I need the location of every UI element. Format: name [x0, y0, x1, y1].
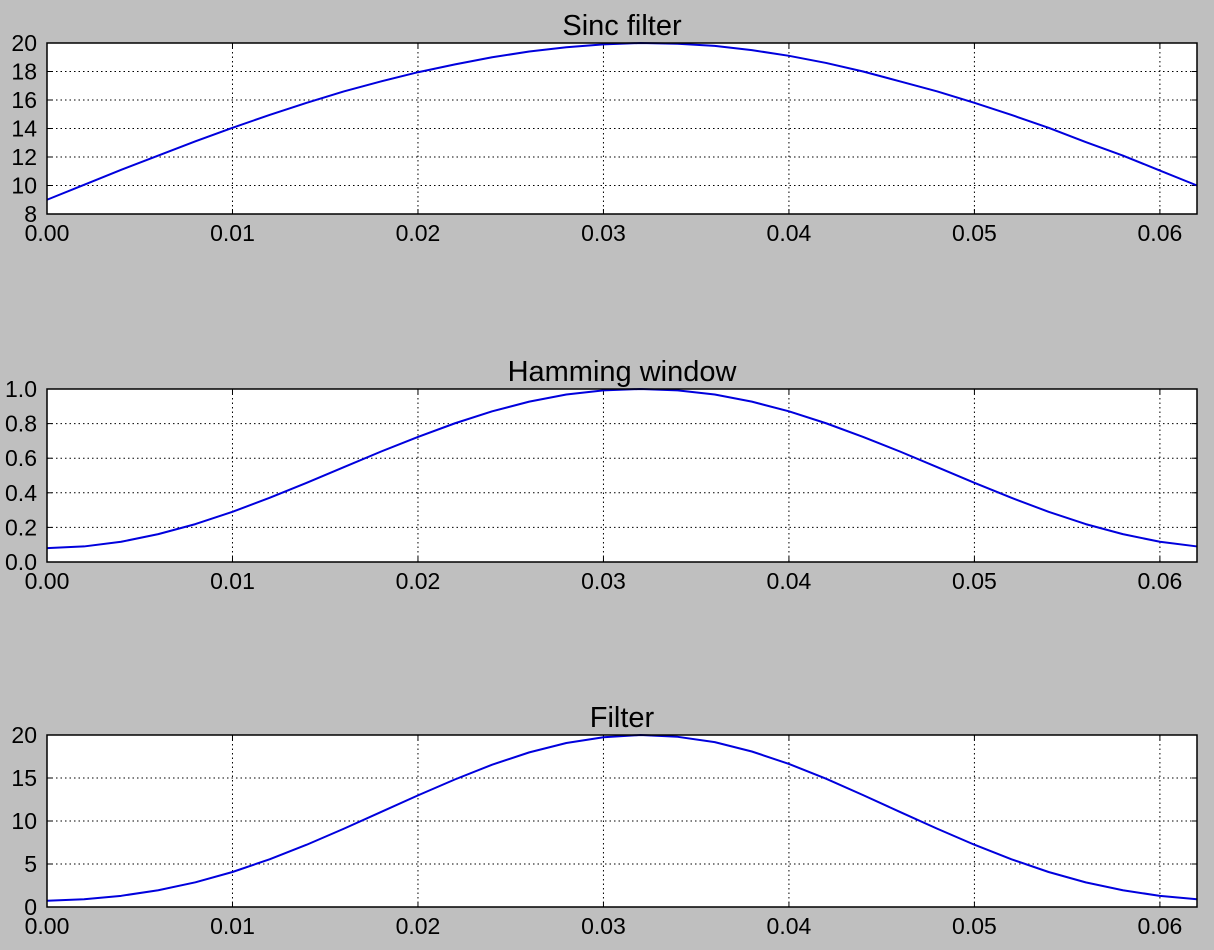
axes-frame [46, 734, 1198, 908]
y-tick-label: 12 [11, 144, 37, 170]
plot-area [47, 43, 1197, 214]
chart-title: Sinc filter [562, 10, 682, 42]
subplot-2: Hamming window 0.00 0.01 0.02 0.03 0.04 0.05 0.… [5, 356, 1198, 594]
y-tick-label: 16 [11, 87, 37, 113]
x-tick-label: 0.05 [952, 913, 997, 939]
subplot-3: Filter 0.00 0.01 0.02 0.03 0.04 0.05 0.06 0 5 10 15… [11, 702, 1198, 939]
y-tick-label: 1.0 [5, 376, 37, 402]
x-tick-label: 0.00 [25, 913, 70, 939]
y-tick-label: 20 [11, 30, 37, 56]
y-tick-label: 0 [24, 894, 37, 920]
subplot-1: Sinc filter 0.00 0.01 0.02 0.03 0.04 0.05 0.06 8… [11, 10, 1198, 246]
chart-title: Filter [590, 702, 655, 734]
x-tick-label: 0.00 [25, 568, 70, 594]
x-tick-label: 0.01 [210, 913, 255, 939]
y-tick-label: 0.0 [5, 549, 37, 575]
x-tick-label: 0.02 [396, 220, 441, 246]
y-tick-label: 10 [11, 808, 37, 834]
y-tick-label: 10 [11, 173, 37, 199]
x-tick-label: 0.03 [581, 568, 626, 594]
series-line [46, 734, 1198, 902]
x-tick-label: 0.04 [767, 220, 812, 246]
x-tick-label: 0.03 [581, 220, 626, 246]
x-tick-label: 0.06 [1138, 220, 1183, 246]
x-tick-label: 0.00 [25, 220, 70, 246]
x-tick-label: 0.06 [1138, 913, 1183, 939]
axes-frame [46, 42, 1198, 215]
y-tick-label: 8 [24, 201, 37, 227]
x-tick-label: 0.04 [767, 568, 812, 594]
x-tick-label: 0.02 [396, 913, 441, 939]
y-tick-label: 20 [11, 722, 37, 748]
y-tick-label: 18 [11, 59, 37, 85]
y-tick-label: 0.4 [5, 480, 37, 506]
y-tick-label: 0.8 [5, 411, 37, 437]
y-tick-label: 0.6 [5, 445, 37, 471]
chart-title: Hamming window [508, 356, 738, 388]
x-tick-label: 0.03 [581, 913, 626, 939]
plot-area [47, 735, 1197, 907]
plot-area [47, 389, 1197, 562]
x-tick-label: 0.04 [767, 913, 812, 939]
y-tick-label: 14 [11, 116, 37, 142]
x-tick-label: 0.05 [952, 568, 997, 594]
y-tick-label: 0.2 [5, 514, 37, 540]
axes-frame [46, 388, 1198, 563]
x-tick-label: 0.06 [1138, 568, 1183, 594]
y-tick-label: 5 [24, 851, 37, 877]
y-tick-label: 15 [11, 765, 37, 791]
x-tick-label: 0.01 [210, 220, 255, 246]
x-tick-label: 0.05 [952, 220, 997, 246]
x-tick-label: 0.02 [396, 568, 441, 594]
x-tick-label: 0.01 [210, 568, 255, 594]
